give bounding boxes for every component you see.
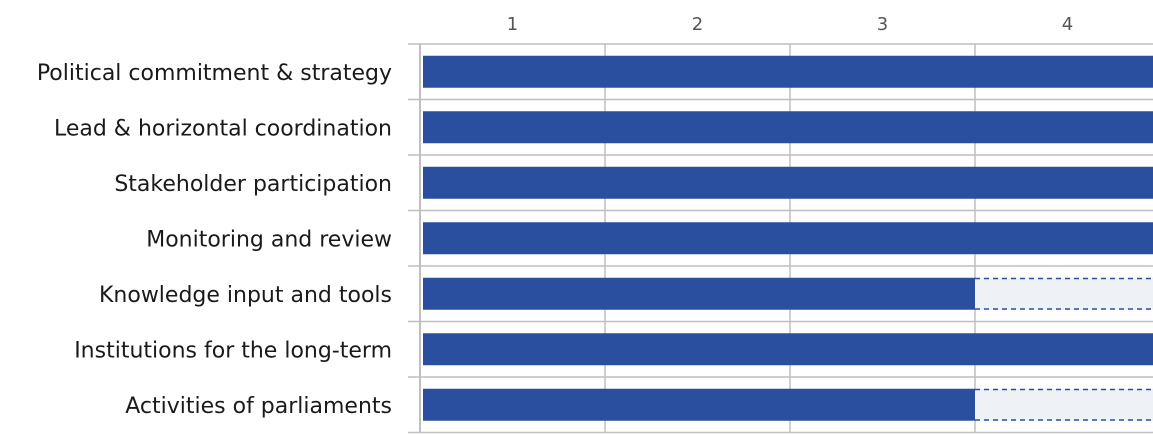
bar <box>423 166 1153 199</box>
bars <box>423 55 1153 421</box>
bar-gap-placeholder <box>975 277 1153 310</box>
category-label: Political commitment & strategy <box>37 61 392 86</box>
category-label: Knowledge input and tools <box>99 283 392 308</box>
gap-placeholders <box>975 277 1153 421</box>
category-label: Activities of parliaments <box>125 394 392 419</box>
x-axis-ticks: 1 2 3 4 <box>507 14 1073 35</box>
category-label: Stakeholder participation <box>114 172 392 197</box>
category-labels: Political commitment & strategy Lead & ho… <box>37 61 392 419</box>
x-tick-label: 4 <box>1062 14 1073 35</box>
category-label: Lead & horizontal coordination <box>54 116 392 141</box>
category-label: Institutions for the long-term <box>74 338 392 363</box>
bar <box>423 277 975 310</box>
x-tick-label: 3 <box>877 14 888 35</box>
bar <box>423 333 1153 366</box>
category-label: Monitoring and review <box>146 227 392 252</box>
x-tick-label: 2 <box>692 14 703 35</box>
bar <box>423 222 1153 255</box>
bar-gap-placeholder <box>975 388 1153 421</box>
x-tick-label: 1 <box>507 14 518 35</box>
bar <box>423 55 1153 88</box>
grid <box>408 43 1153 434</box>
bar <box>423 388 975 421</box>
bar <box>423 111 1153 144</box>
